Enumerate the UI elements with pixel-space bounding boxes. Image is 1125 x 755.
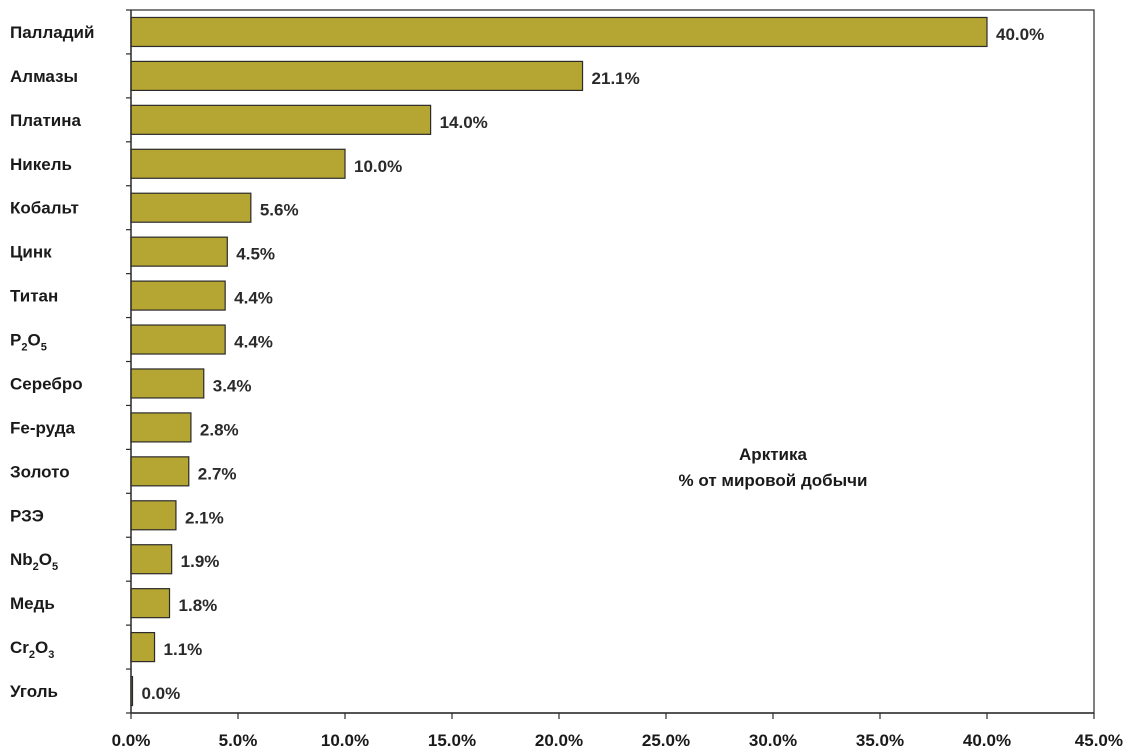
x-tick-label-5: 20.0%: [535, 731, 583, 750]
data-label-8: 4.4%: [234, 333, 273, 352]
x-tick-label-6: 25.0%: [642, 731, 690, 750]
data-label-15: 1.1%: [164, 640, 203, 659]
x-tick-label-2: 5.0%: [219, 731, 258, 750]
category-label-15: Cr2O3: [10, 638, 54, 661]
category-label-7: Титан: [10, 287, 58, 306]
data-label-12: 2.1%: [185, 508, 224, 527]
category-label-2: Алмазы: [10, 67, 78, 86]
bar-12: [130, 500, 177, 531]
bar-7: [130, 280, 226, 311]
bar-15: [130, 631, 156, 663]
category-label-1: Палладий: [10, 23, 94, 42]
category-label-13: Nb2O5: [10, 550, 58, 573]
data-label-7: 4.4%: [234, 289, 273, 308]
bar-5: [130, 192, 252, 223]
bar-1: [130, 16, 988, 48]
data-label-4: 10.0%: [354, 157, 402, 176]
x-tick-label-10: 45.0%: [1075, 731, 1123, 750]
category-label-8: P2O5: [10, 331, 47, 354]
data-label-16: 0.0%: [142, 684, 181, 703]
bar-8: [130, 324, 226, 355]
bar-2: [130, 60, 584, 92]
x-tick-label-7: 30.0%: [749, 731, 797, 750]
bar-3: [130, 104, 432, 135]
data-label-2: 21.1%: [592, 69, 640, 88]
chart-annotation-line-2: % от мировой добычи: [679, 471, 868, 490]
chart-annotation-line-1: Арктика: [739, 445, 807, 464]
data-label-5: 5.6%: [260, 201, 299, 220]
data-label-1: 40.0%: [996, 25, 1044, 44]
bar-11: [130, 456, 190, 487]
x-tick-label-3: 10.0%: [321, 731, 369, 750]
category-label-6: Цинк: [10, 243, 52, 262]
x-tick-label-4: 15.0%: [428, 731, 476, 750]
x-tick-label-1: 0.0%: [112, 731, 151, 750]
data-label-10: 2.8%: [200, 420, 239, 439]
x-tick-label-8: 35.0%: [856, 731, 904, 750]
data-label-14: 1.8%: [179, 596, 218, 615]
bar-9: [130, 368, 205, 399]
bar-6: [130, 236, 228, 267]
bar-4: [130, 148, 346, 179]
category-label-11: Золото: [10, 462, 70, 481]
category-label-3: Платина: [10, 111, 82, 130]
data-label-3: 14.0%: [440, 113, 488, 132]
bar-14: [130, 588, 171, 619]
category-label-9: Серебро: [10, 374, 83, 393]
category-label-10: Fe-руда: [10, 418, 75, 437]
category-label-4: Никель: [10, 155, 72, 174]
category-label-12: РЗЭ: [10, 506, 44, 525]
category-label-14: Медь: [10, 594, 55, 613]
data-label-6: 4.5%: [236, 245, 275, 264]
x-tick-label-9: 40.0%: [963, 731, 1011, 750]
data-label-11: 2.7%: [198, 464, 237, 483]
bar-13: [130, 544, 173, 575]
data-label-13: 1.9%: [181, 552, 220, 571]
category-label-16: Уголь: [10, 682, 58, 701]
bar-10: [130, 412, 192, 443]
data-label-9: 3.4%: [213, 376, 252, 395]
category-label-5: Кобальт: [10, 199, 79, 218]
